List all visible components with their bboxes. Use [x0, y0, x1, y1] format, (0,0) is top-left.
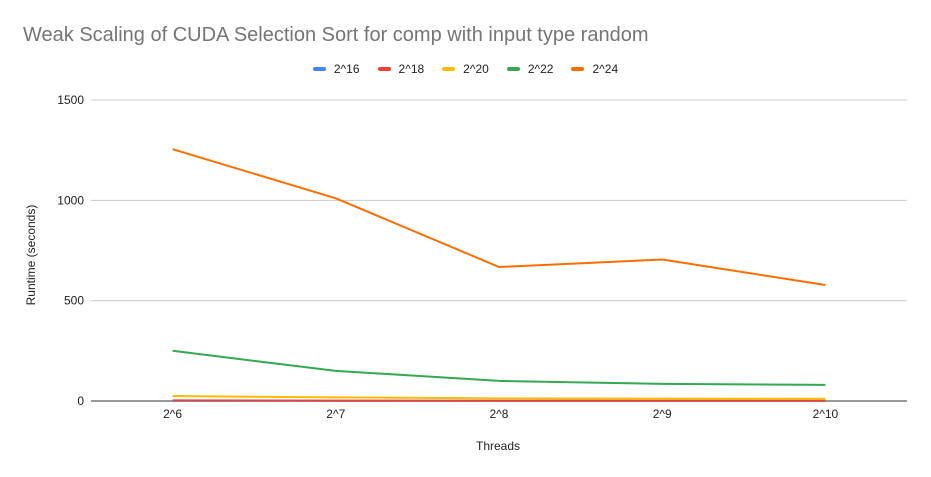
legend-label: 2^16 [333, 62, 360, 76]
legend-label: 2^18 [398, 62, 425, 76]
y-axis-label: Runtime (seconds) [24, 205, 38, 306]
series-lines [172, 148, 826, 402]
grid-lines [91, 99, 907, 302]
legend-label: 2^22 [527, 62, 554, 76]
legend-item: 2^16 [312, 62, 360, 76]
legend-label: 2^20 [463, 62, 489, 76]
series-line-2-pow-24 [172, 148, 826, 286]
y-tick-label: 1000 [57, 193, 84, 207]
series-line-2-pow-22 [172, 349, 826, 386]
x-tick-label: 2^7 [326, 407, 345, 421]
legend-swatch [312, 67, 326, 71]
y-tick-label: 1500 [57, 93, 84, 107]
legend-item: 2^22 [506, 62, 554, 76]
x-tick-label: 2^9 [653, 407, 672, 421]
tick-labels: 0 500 1000 1500 2^6 2^7 2^8 2^9 2^10 [57, 93, 838, 421]
y-tick-label: 500 [64, 294, 84, 308]
legend: 2^16 2^18 2^20 2^22 2^24 [0, 62, 931, 76]
y-tick-label: 0 [77, 394, 84, 408]
legend-item: 2^20 [442, 62, 489, 76]
legend-item: 2^24 [571, 62, 618, 76]
chart-title: Weak Scaling of CUDA Selection Sort for … [23, 24, 649, 46]
legend-swatch [506, 67, 520, 71]
legend-swatch [571, 67, 585, 71]
x-tick-label: 2^10 [813, 407, 839, 421]
legend-swatch [377, 67, 391, 71]
x-tick-label: 2^6 [163, 407, 182, 421]
legend-item: 2^18 [377, 62, 425, 76]
legend-swatch [442, 67, 456, 71]
legend-label: 2^24 [592, 62, 619, 76]
x-tick-label: 2^8 [490, 407, 509, 421]
x-axis-label: Threads [476, 439, 520, 453]
series-line-2-pow-20 [172, 395, 826, 400]
